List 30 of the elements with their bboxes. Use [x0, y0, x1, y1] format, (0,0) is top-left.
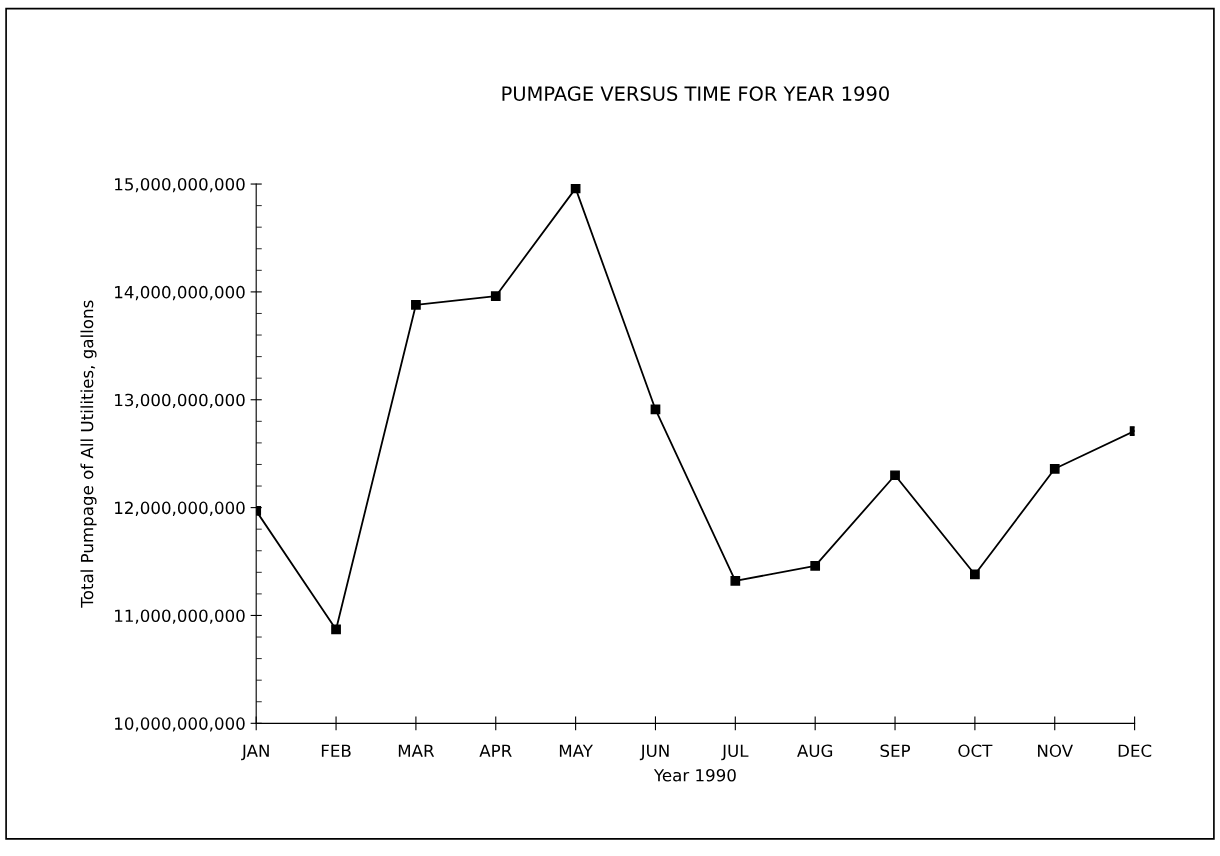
x-tick-label: SEP — [880, 744, 911, 758]
x-tick-label: JUL — [721, 744, 749, 761]
y-tick-label: 13,000,000,000 — [115, 393, 245, 409]
point — [331, 624, 341, 635]
chart-title: PUMPAGE VERSUS TIME FOR YEAR 1990 — [502, 86, 889, 101]
point — [890, 470, 900, 481]
point — [411, 299, 421, 310]
x-tick-label: JAN — [241, 744, 269, 761]
x-tick-label: DEC — [1118, 744, 1152, 758]
y-tick-label: 10,000,000,000 — [115, 717, 245, 732]
x-tick-label: APR — [479, 744, 512, 757]
point — [490, 291, 501, 302]
y-tick-label: 11,000,000,000 — [115, 609, 245, 624]
y-tick-label: 14,000,000,000 — [115, 285, 245, 301]
point — [570, 184, 581, 194]
x-axis-title: Year 1990 — [653, 768, 736, 782]
y-tick-label: 12,000,000,000 — [115, 501, 245, 516]
x-tick-label: JUN — [639, 744, 669, 761]
x-tick-label: MAY — [559, 744, 593, 757]
point — [730, 576, 741, 586]
x-tick-label: MAR — [398, 744, 435, 757]
x-tick-label: FEB — [321, 744, 351, 757]
x-tick-label: OCT — [958, 744, 993, 758]
y-axis-title: Total Pumpage of All Utilities, gallons — [80, 300, 97, 608]
point — [970, 569, 980, 580]
point — [810, 560, 821, 571]
y-tick-label: 15,000,000,000 — [115, 178, 245, 193]
x-tick-label: AUG — [797, 744, 833, 758]
x-tick-label: NOV — [1038, 744, 1073, 758]
point — [1049, 463, 1060, 474]
